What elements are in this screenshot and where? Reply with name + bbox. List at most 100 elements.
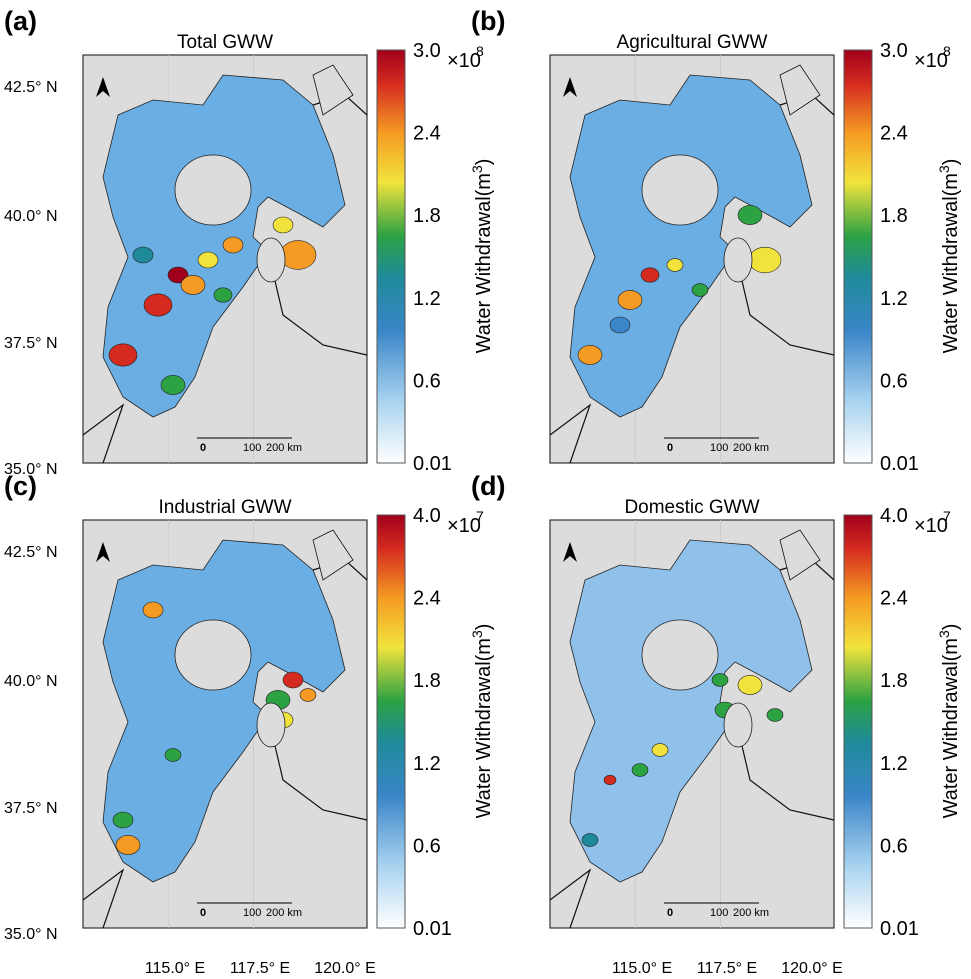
colorbar-tick-label: 1.2 [880, 753, 908, 775]
region [641, 619, 719, 691]
panel-title: Total GWW [177, 32, 273, 53]
lat-label: 40.0° N [4, 208, 58, 225]
district [282, 671, 304, 689]
label-text: Water Withdrawal(m [940, 173, 962, 353]
scale-bar: 0 100 200 km [664, 437, 769, 454]
scale-label: 200 km [733, 442, 769, 454]
colorbar-tick-label: 4.0 [413, 505, 441, 527]
district [167, 266, 189, 284]
scale-bar: 0 100 200 km [664, 902, 769, 919]
colorbar-tick-label: 2.4 [880, 123, 908, 145]
district [617, 290, 643, 310]
region [174, 154, 252, 226]
coastline [549, 868, 592, 929]
label-exponent: 3 [936, 630, 952, 638]
region [102, 539, 346, 883]
colorbar-tick-label: 1.8 [880, 205, 908, 227]
label-text: Water Withdrawal(m [473, 173, 495, 353]
scale-label: 200 km [733, 907, 769, 919]
scale-label: 100 [243, 907, 261, 919]
colorbar-tick-label: 1.2 [880, 288, 908, 310]
panel-title: Agricultural GWW [617, 32, 768, 53]
colorbar-tick-label: 1.2 [413, 753, 441, 775]
district [711, 673, 729, 687]
colorbar [376, 514, 406, 929]
colorbar-tick-label: 0.6 [413, 370, 441, 392]
district [143, 293, 173, 317]
district [737, 675, 763, 695]
lat-label: 37.5° N [4, 800, 58, 817]
coastline [549, 403, 592, 464]
scale-label: 100 [710, 442, 728, 454]
scale-label: 100 [710, 907, 728, 919]
colorbar [376, 49, 406, 464]
district [132, 246, 154, 264]
panel-label: (d) [471, 471, 505, 501]
colorbar-tick-label: 1.2 [413, 288, 441, 310]
district [581, 833, 599, 847]
colorbar-tick-label: 0.01 [880, 918, 919, 940]
district [272, 216, 294, 234]
label-text: Water Withdrawal(m [940, 638, 962, 818]
colorbar-tick-label: 0.01 [880, 453, 919, 475]
coastline [82, 403, 125, 464]
coastline [734, 250, 835, 356]
scale-label: 0 [667, 907, 673, 919]
district [164, 748, 182, 762]
north-arrow [563, 542, 577, 562]
scale-bar: 0 100 200 km [197, 437, 302, 454]
map [549, 529, 835, 929]
colorbar [843, 514, 873, 929]
region [256, 702, 286, 748]
coastline [82, 868, 125, 929]
scale-label: 0 [667, 442, 673, 454]
colorbar-tick-label: 0.01 [413, 453, 452, 475]
district [748, 246, 782, 274]
lon-label: 120.0° E [781, 960, 843, 977]
colorbar-multiplier: ×10 [914, 50, 948, 72]
colorbar-tick-label: 1.8 [413, 670, 441, 692]
label-close: ) [940, 159, 962, 166]
scale-label: 200 km [266, 907, 302, 919]
district [197, 251, 219, 269]
region [779, 64, 821, 116]
district [766, 708, 784, 722]
district [108, 343, 138, 367]
map [82, 64, 368, 464]
lat-label: 40.0° N [4, 673, 58, 690]
district [115, 835, 141, 855]
district [577, 345, 603, 365]
coastline [734, 715, 835, 821]
lon-label: 117.5° E [230, 960, 290, 977]
panel-label: (c) [4, 471, 37, 501]
district [299, 688, 317, 702]
panel-title: Industrial GWW [158, 497, 291, 518]
district [609, 316, 631, 334]
lon-label: 120.0° E [314, 960, 376, 977]
colorbar-exponent: 8 [476, 43, 484, 59]
region [569, 74, 813, 418]
label-exponent: 3 [469, 165, 485, 173]
panel-label: (a) [4, 6, 37, 36]
lat-label: 42.5° N [4, 79, 58, 96]
district [631, 763, 649, 777]
scale-label: 200 km [266, 442, 302, 454]
label-close: ) [940, 624, 962, 631]
colorbar-tick-label: 0.6 [880, 370, 908, 392]
coastline [267, 715, 368, 821]
panel: 0 100 200 km (d) Domestic GWW 0.01 0.6 1.2 1.8 2.… [471, 471, 962, 977]
panel: 0 100 200 km (c) Industrial GWW 0.01 0.6 1.2 1.8… [4, 471, 495, 977]
colorbar-tick-label: 4.0 [880, 505, 908, 527]
district [222, 236, 244, 254]
scale-label: 0 [200, 907, 206, 919]
district [603, 774, 617, 786]
district [160, 375, 186, 395]
district [737, 205, 763, 225]
colorbar-exponent: 7 [943, 508, 951, 524]
district [112, 811, 134, 829]
scale-label: 100 [243, 442, 261, 454]
district [691, 283, 709, 297]
colorbar-tick-label: 0.6 [413, 835, 441, 857]
colorbar-tick-label: 2.4 [880, 588, 908, 610]
